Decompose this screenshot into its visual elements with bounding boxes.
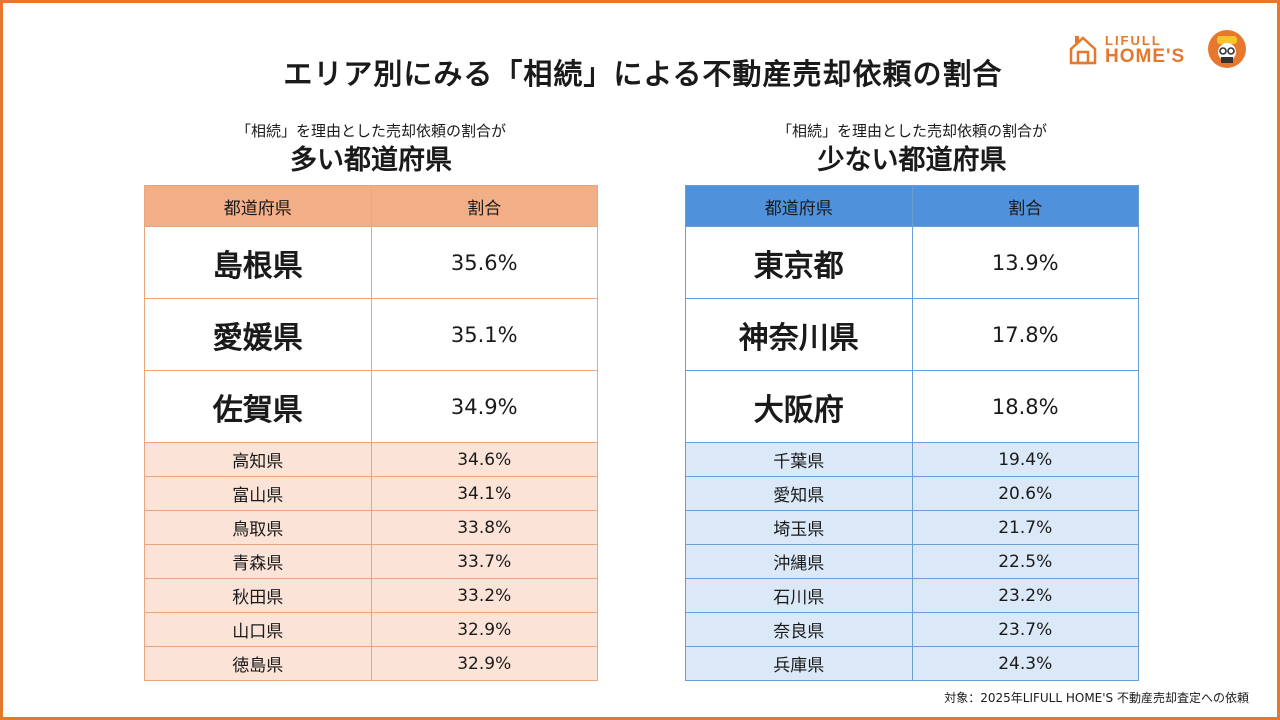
table-row: 石川県 23.2% [685,578,1139,613]
prefecture-cell: 佐賀県 [144,370,372,443]
prefecture-cell: 千葉県 [685,442,913,477]
ratio-cell: 33.7% [370,544,598,579]
table-header-row: 都道府県 割合 [144,185,598,227]
table-row: 東京都 13.9% [685,226,1139,299]
ratio-cell: 33.8% [370,510,598,545]
ratio-cell: 35.1% [370,298,598,371]
column-header-ratio: 割合 [911,185,1139,227]
table-row: 神奈川県 17.8% [685,298,1139,371]
prefecture-cell: 高知県 [144,442,372,477]
prefecture-cell: 島根県 [144,226,372,299]
ratio-cell: 32.9% [370,612,598,647]
table-row: 大阪府 18.8% [685,370,1139,443]
prefecture-cell: 愛知県 [685,476,913,511]
prefecture-cell: 奈良県 [685,612,913,647]
prefecture-cell: 兵庫県 [685,646,913,681]
ratio-cell: 20.6% [911,476,1139,511]
ratio-cell: 13.9% [911,226,1139,299]
table-row: 佐賀県 34.9% [144,370,598,443]
table-row: 愛媛県 35.1% [144,298,598,371]
table-row: 秋田県 33.2% [144,578,598,613]
ratio-cell: 35.6% [370,226,598,299]
prefecture-cell: 青森県 [144,544,372,579]
logo-text-homes: HOME'S [1105,46,1186,67]
table-row: 高知県 34.6% [144,442,598,477]
page-title: エリア別にみる「相続」による不動産売却依頼の割合 [283,57,1003,91]
column-header-prefecture: 都道府県 [144,185,372,227]
ratio-cell: 33.2% [370,578,598,613]
table-row: 山口県 32.9% [144,612,598,647]
prefecture-cell: 秋田県 [144,578,372,613]
mascot-icon [1208,30,1246,68]
low-panel-subtitle: 「相続」を理由とした売却依頼の割合が [776,122,1047,140]
prefecture-cell: 山口県 [144,612,372,647]
table-row: 千葉県 19.4% [685,442,1139,477]
low-panel-title: 少ない都道府県 [817,145,1007,176]
prefecture-cell: 富山県 [144,476,372,511]
ratio-cell: 21.7% [911,510,1139,545]
high-panel-title: 多い都道府県 [290,145,452,176]
ratio-cell: 17.8% [911,298,1139,371]
ratio-cell: 19.4% [911,442,1139,477]
table-row: 兵庫県 24.3% [685,646,1139,681]
table-row: 沖縄県 22.5% [685,544,1139,579]
ratio-cell: 34.1% [370,476,598,511]
high-panel-subtitle: 「相続」を理由とした売却依頼の割合が [235,122,506,140]
logo-text-lifull: LIFULL [1105,33,1162,48]
ratio-cell: 23.2% [911,578,1139,613]
prefecture-cell: 徳島県 [144,646,372,681]
table-row: 埼玉県 21.7% [685,510,1139,545]
table-row: 愛知県 20.6% [685,476,1139,511]
prefecture-cell: 埼玉県 [685,510,913,545]
ratio-cell: 34.6% [370,442,598,477]
table-row: 島根県 35.6% [144,226,598,299]
ratio-cell: 22.5% [911,544,1139,579]
prefecture-cell: 神奈川県 [685,298,913,371]
table-row: 青森県 33.7% [144,544,598,579]
ratio-cell: 24.3% [911,646,1139,681]
low-ratio-table: 都道府県 割合 東京都 13.9% 神奈川県 17.8% 大阪府 18.8% 千葉県 1… [685,185,1139,681]
prefecture-cell: 東京都 [685,226,913,299]
house-icon [1069,36,1097,65]
prefecture-cell: 愛媛県 [144,298,372,371]
table-row: 奈良県 23.7% [685,612,1139,647]
prefecture-cell: 大阪府 [685,370,913,443]
table-header-row: 都道府県 割合 [685,185,1139,227]
column-header-ratio: 割合 [370,185,598,227]
column-header-prefecture: 都道府県 [685,185,913,227]
ratio-cell: 18.8% [911,370,1139,443]
high-ratio-table: 都道府県 割合 島根県 35.6% 愛媛県 35.1% 佐賀県 34.9% 高知県 34… [144,185,598,681]
prefecture-cell: 沖縄県 [685,544,913,579]
prefecture-cell: 鳥取県 [144,510,372,545]
table-row: 徳島県 32.9% [144,646,598,681]
ratio-cell: 23.7% [911,612,1139,647]
low-ratio-panel: 「相続」を理由とした売却依頼の割合が 少ない都道府県 都道府県 割合 東京都 13… [685,121,1139,681]
ratio-cell: 34.9% [370,370,598,443]
table-row: 富山県 34.1% [144,476,598,511]
high-ratio-panel: 「相続」を理由とした売却依頼の割合が 多い都道府県 都道府県 割合 島根県 35.… [144,121,598,681]
lifull-homes-logo: LIFULL HOME'S [1069,29,1249,73]
prefecture-cell: 石川県 [685,578,913,613]
ratio-cell: 32.9% [370,646,598,681]
footnote: 対象：2025年LIFULL HOME'S 不動産売却査定への依頼 [944,691,1249,705]
table-row: 鳥取県 33.8% [144,510,598,545]
